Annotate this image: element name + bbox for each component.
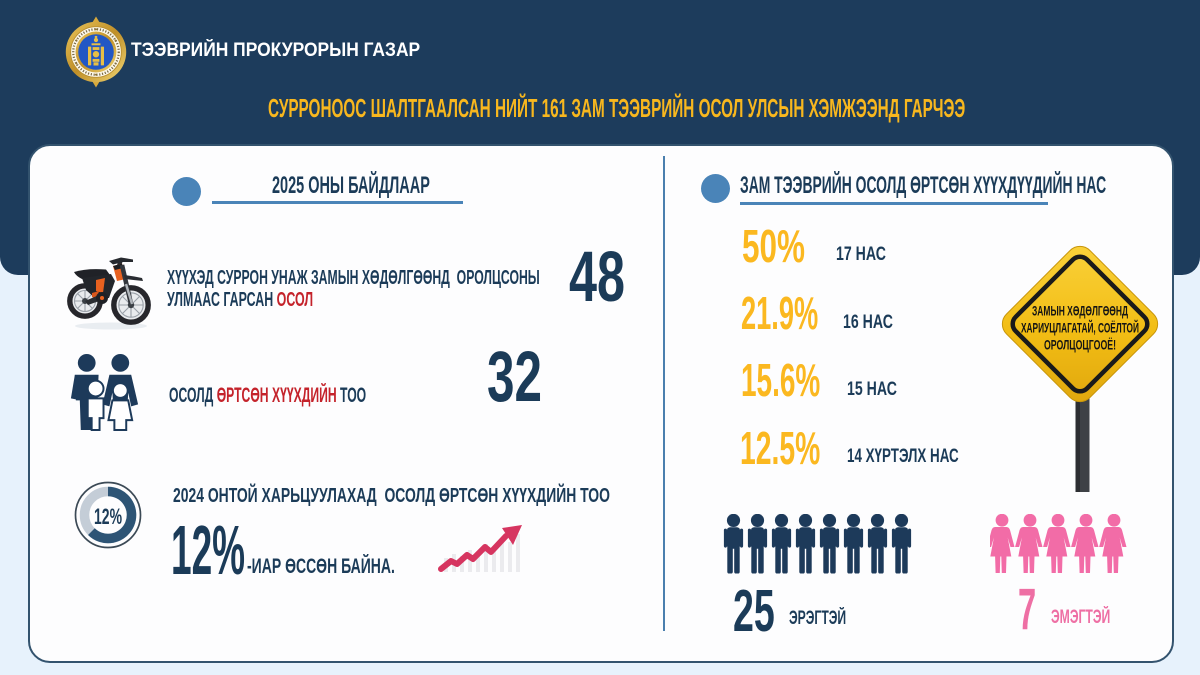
svg-text:ХАРИУЦЛАГАТАЙ, СОЁЛТОЙ: ХАРИУЦЛАГАТАЙ, СОЁЛТОЙ	[1021, 319, 1139, 336]
svg-text:ОРОЛЦОЦГООЁ!: ОРОЛЦОЦГООЁ!	[1044, 337, 1116, 353]
svg-text:ЗАМЫН ХӨДӨЛГӨӨНД: ЗАМЫН ХӨДӨЛГӨӨНД	[1032, 303, 1128, 319]
